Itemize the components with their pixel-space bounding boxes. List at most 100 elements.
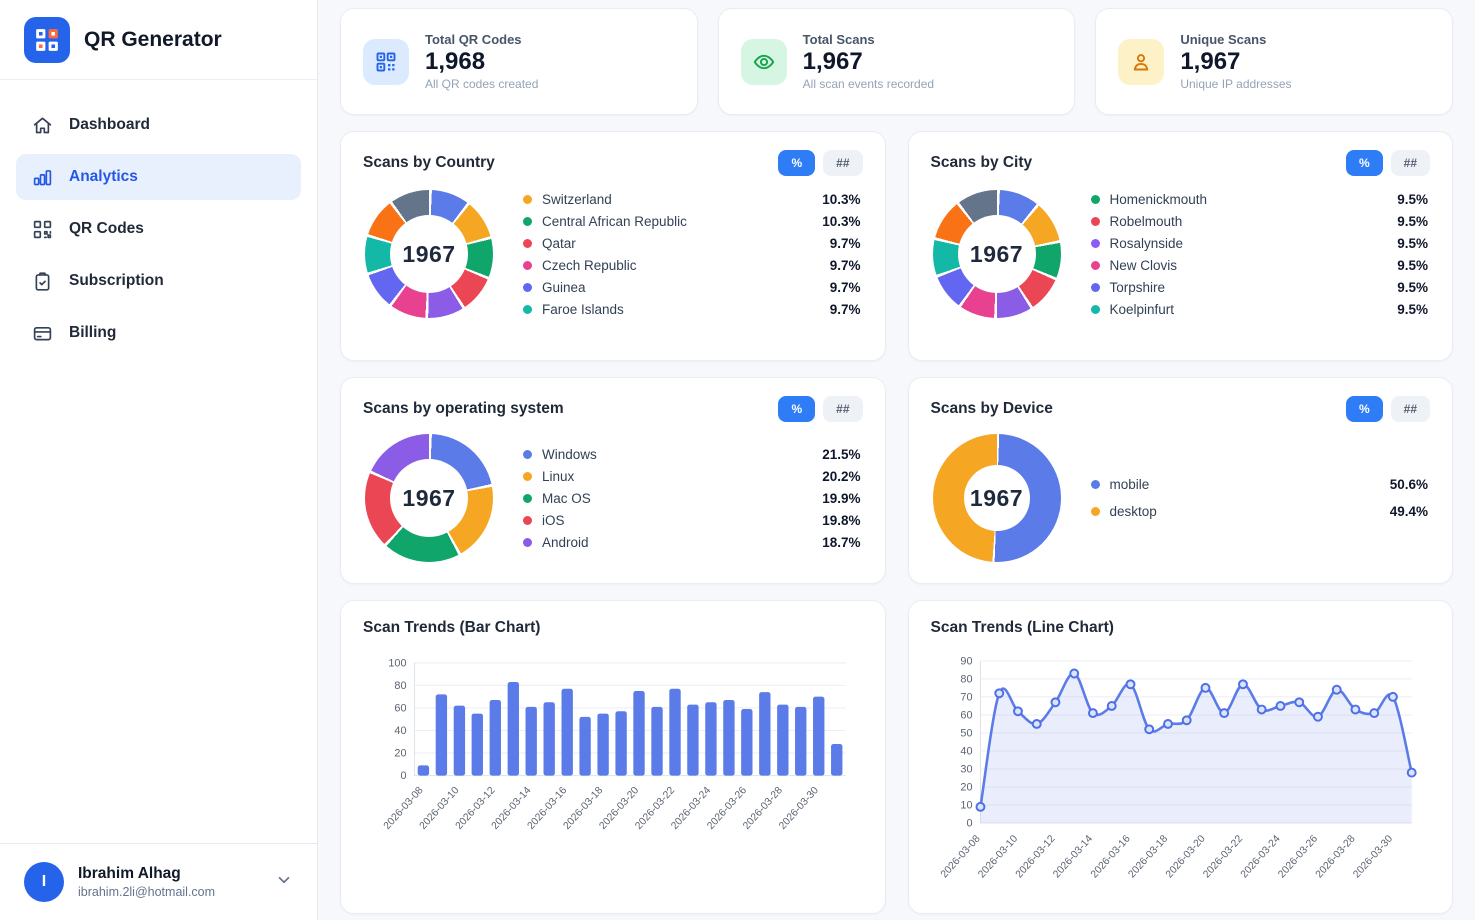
legend-value: 10.3% [822,191,861,207]
legend-label: Android [542,534,589,550]
sidebar-item-billing[interactable]: Billing [16,310,301,356]
legend-label: Rosalynside [1109,235,1184,251]
count-toggle[interactable]: ## [823,396,863,422]
svg-text:0: 0 [966,818,972,830]
legend-item: Guinea 9.7% [523,276,861,298]
legend-value: 50.6% [1389,477,1428,492]
legend-value: 9.5% [1397,213,1428,229]
legend-value: 9.7% [829,301,861,317]
scans-by-city-card: Scans by City % ## 1967 Homenickmouth 9.… [907,131,1453,361]
legend-value: 9.5% [1397,257,1428,273]
legend-value: 20.2% [822,468,861,484]
stats-row: Total QR Codes 1,968 All QR codes create… [340,8,1453,115]
count-toggle[interactable]: ## [823,150,863,176]
svg-text:70: 70 [960,691,972,703]
analytics-icon [33,169,52,185]
legend-item: Switzerland 10.3% [523,188,861,210]
sidebar-item-dashboard[interactable]: Dashboard [16,102,301,148]
legend-dot [523,238,532,248]
svg-text:10: 10 [960,800,972,812]
legend-label: Qatar [542,235,576,251]
percent-toggle[interactable]: % [778,396,816,422]
legend-label: Czech Republic [542,257,637,273]
scan-trends-bar-card: Scan Trends (Bar Chart) 0 20 40 60 80 100 2026… [340,600,886,914]
sidebar-item-label: Dashboard [69,116,150,133]
count-toggle[interactable]: ## [1390,396,1430,422]
stat-subtitle: Unique IP addresses [1180,77,1292,91]
percent-toggle[interactable]: % [778,150,816,176]
card-title: Scans by Country [363,154,495,171]
count-toggle[interactable]: ## [1390,150,1430,176]
legend-item: mobile 50.6% [1090,471,1428,498]
percent-toggle[interactable]: % [1345,396,1383,422]
user-name: Ibrahim Alhag [78,865,181,882]
legend-value: 19.8% [822,512,861,528]
legend-item: iOS 19.8% [523,509,861,531]
country-donut-chart: 1967 [365,190,493,318]
legend-item: Central African Republic 10.3% [523,210,861,232]
legend-item: Homenickmouth 9.5% [1090,188,1428,210]
legend-item: Koelpinfurt 9.5% [1090,298,1428,320]
legend-value: 19.9% [822,490,861,506]
legend-value: 18.7% [822,534,861,550]
legend-dot [523,194,532,204]
donut-center-total: 1967 [402,240,456,267]
chevron-down-icon[interactable] [275,871,293,894]
legend-label: Linux [542,468,575,484]
user-profile[interactable]: I Ibrahim Alhag ibrahim.2li@hotmail.com [0,843,317,920]
card-title: Scans by City [930,154,1033,171]
legend-value: 9.5% [1397,191,1428,207]
avatar: I [24,862,64,902]
legend-dot [523,216,532,226]
eye-stat-icon [753,54,774,69]
legend-item: desktop 49.4% [1090,498,1428,525]
svg-text:40: 40 [394,725,406,737]
svg-text:40: 40 [960,745,972,757]
stat-label: Unique Scans [1180,32,1267,47]
card-title: Scans by operating system [363,400,564,417]
stat-subtitle: All QR codes created [425,77,539,91]
svg-text:30: 30 [960,763,972,775]
sidebar-item-subscription[interactable]: Subscription [16,258,301,304]
legend-value: 49.4% [1389,504,1428,519]
sidebar-item-qr-codes[interactable]: QR Codes [16,206,301,252]
legend-item: Qatar 9.7% [523,232,861,254]
legend-item: Mac OS 19.9% [523,487,861,509]
svg-text:20: 20 [394,747,406,759]
legend-dot [1090,260,1100,270]
svg-text:0: 0 [400,770,406,782]
card-title: Scan Trends (Line Chart) [930,619,1114,636]
legend-label: Torpshire [1109,279,1166,295]
home-icon [33,116,52,133]
line-chart: 01020304050607080902026-03-082026-03-102… [938,655,1417,880]
legend-value: 9.7% [829,235,861,251]
legend-value: 9.5% [1397,235,1428,251]
legend-item: Robelmouth 9.5% [1090,210,1428,232]
stat-label: Total QR Codes [425,32,522,47]
app-title: QR Generator [84,27,222,51]
scans-by-os-card: Scans by operating system % ## 1967 Wind… [340,377,886,584]
legend-item: New Clovis 9.5% [1090,254,1428,276]
legend-item: Windows 21.5% [523,443,861,465]
legend-label: Mac OS [542,490,591,506]
legend-dot [523,282,532,292]
legend-label: Switzerland [542,191,612,207]
user-email: ibrahim.2li@hotmail.com [78,885,216,899]
legend-dot [523,449,532,459]
legend-label: Koelpinfurt [1109,301,1175,317]
legend-label: desktop [1109,504,1157,519]
os-legend: Windows 21.5% Linux 20.2% Mac OS 19.9% i… [523,443,861,553]
legend-value: 10.3% [822,213,861,229]
city-legend: Homenickmouth 9.5% Robelmouth 9.5% Rosal… [1090,188,1428,320]
legend-label: New Clovis [1109,257,1178,273]
scans-by-country-card: Scans by Country % ## 1967 Switzerland 1… [340,131,886,361]
app-logo-row: QR Generator [0,0,317,80]
legend-dot [1090,304,1100,314]
stat-subtitle: All scan events recorded [802,77,935,91]
donut-center-total: 1967 [969,484,1024,511]
subscription-icon [35,271,50,291]
sidebar-item-analytics[interactable]: Analytics [16,154,301,200]
percent-toggle[interactable]: % [1345,150,1383,176]
legend-dot [1090,216,1100,226]
legend-label: Homenickmouth [1109,191,1208,207]
